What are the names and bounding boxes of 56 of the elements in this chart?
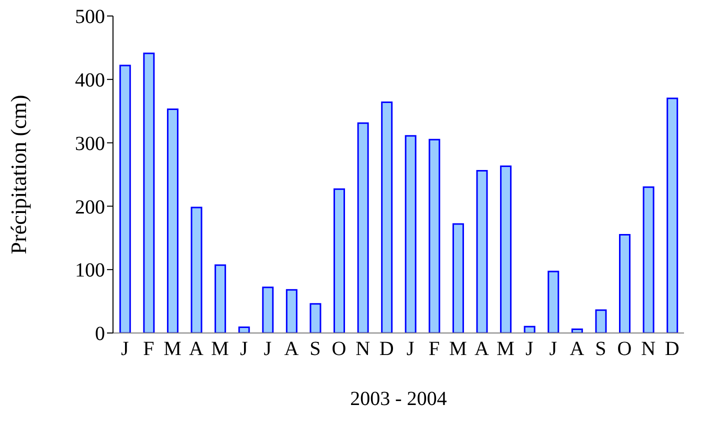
x-tick-label: N (356, 338, 370, 360)
x-tick-label: M (496, 338, 515, 360)
bar (166, 108, 178, 333)
y-tick-label: 200 (75, 196, 105, 218)
y-tick-label: 400 (75, 70, 105, 92)
x-tick-label: J (264, 338, 272, 360)
bar (404, 135, 416, 333)
y-axis-title: Précipitation (cm) (6, 94, 31, 254)
x-tick-label: J (525, 338, 534, 360)
y-tick-label: 0 (95, 323, 105, 346)
x-axis-title: 2003 - 2004 (350, 388, 447, 410)
x-tick-label: J (240, 338, 248, 360)
bar (595, 309, 607, 333)
bar (357, 122, 369, 333)
bar (238, 326, 250, 333)
bar (262, 286, 274, 333)
bar (214, 264, 226, 333)
bar (619, 234, 631, 333)
x-tick-label: M (164, 338, 182, 360)
x-tick-label: N (641, 338, 656, 360)
x-tick-label: J (549, 338, 558, 360)
y-tick-label: 100 (75, 260, 105, 282)
x-tick-label: D (664, 338, 680, 360)
bar (381, 101, 393, 333)
bar (190, 206, 202, 333)
bar (524, 326, 536, 333)
x-tick-label: M (211, 338, 230, 360)
bar (571, 328, 583, 333)
x-tick-label: D (379, 338, 394, 360)
bar (310, 303, 322, 333)
bar (119, 64, 131, 333)
bar (452, 223, 464, 333)
x-tick-label: A (474, 338, 490, 360)
x-tick-label: O (332, 338, 346, 360)
y-tick-label: 300 (75, 132, 105, 155)
bar (476, 170, 488, 333)
x-tick-label: A (570, 338, 585, 360)
bar (334, 188, 346, 333)
y-tick-label: 500 (75, 6, 105, 28)
x-tick-label: F (143, 338, 154, 360)
x-tick-label: O (617, 338, 632, 360)
bar (500, 166, 512, 333)
x-tick-label: J (406, 338, 414, 360)
x-tick-label: F (428, 338, 440, 360)
x-tick-label: J (120, 338, 129, 360)
bar (286, 289, 298, 333)
bar (642, 186, 654, 333)
bar (143, 52, 155, 333)
bar (548, 270, 560, 333)
x-tick-label: M (449, 338, 468, 360)
bar (666, 98, 678, 333)
x-tick-label: A (189, 338, 204, 360)
x-tick-label: A (284, 338, 300, 360)
x-tick-label: S (310, 338, 321, 360)
x-tick-label: S (595, 338, 606, 360)
bar (428, 138, 440, 333)
